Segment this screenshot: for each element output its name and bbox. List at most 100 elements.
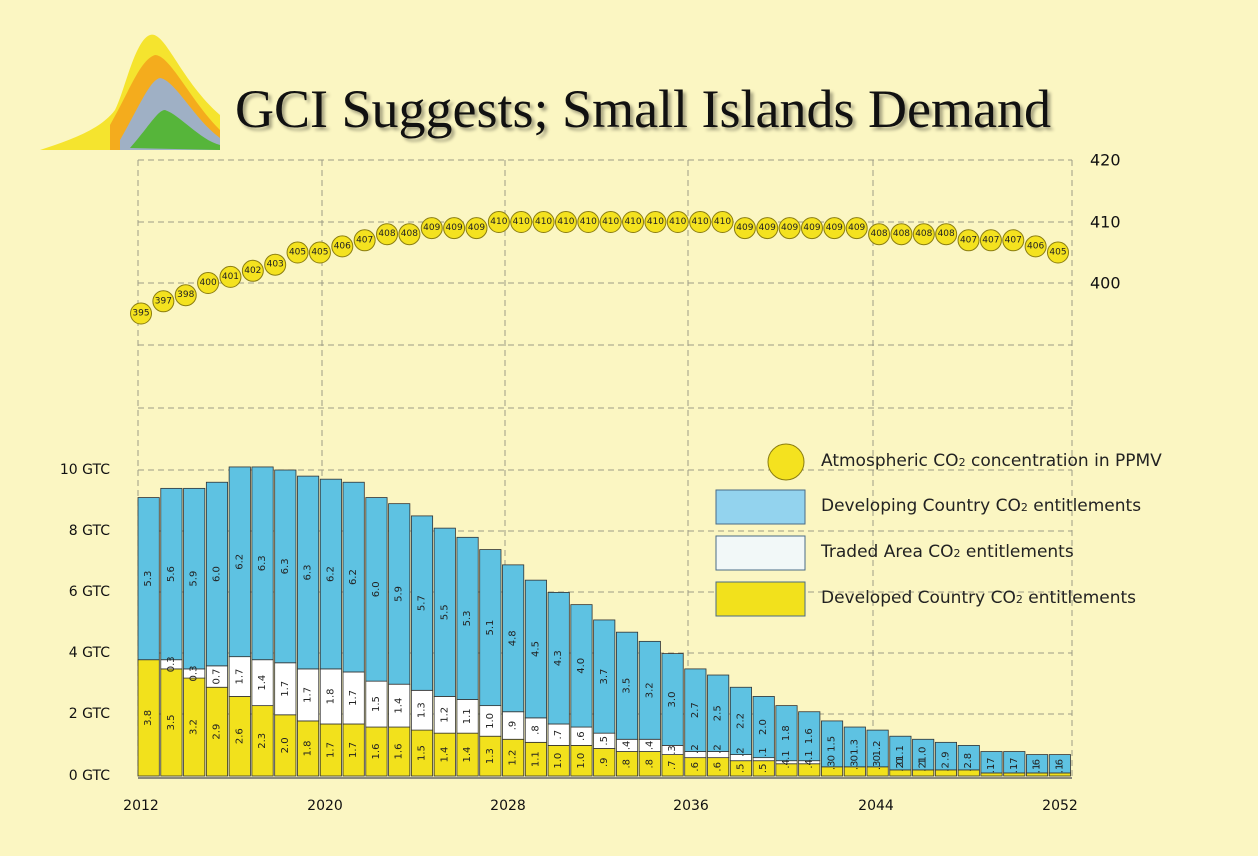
x-tick: 2044 bbox=[858, 798, 894, 814]
co2-label: 408 bbox=[401, 229, 418, 239]
bar-developing bbox=[456, 536, 479, 700]
label-developed: 1.5 bbox=[417, 745, 428, 761]
label-developed: 2.0 bbox=[280, 737, 291, 753]
y-left-tick: 2 GTC bbox=[69, 706, 110, 722]
co2-dot bbox=[800, 217, 823, 240]
label-developed: 1.0 bbox=[576, 753, 587, 769]
label-developed: 1.7 bbox=[325, 742, 336, 758]
x-tick: 2036 bbox=[673, 798, 709, 814]
co2-label: 409 bbox=[423, 223, 440, 233]
co2-dot bbox=[1047, 241, 1069, 264]
label-traded: 1.2 bbox=[439, 707, 450, 723]
label-developing: 6.3 bbox=[303, 565, 314, 581]
label-developed: .7 bbox=[667, 761, 678, 771]
label-traded: 1.7 bbox=[280, 681, 291, 697]
co2-label: 398 bbox=[177, 290, 194, 300]
co2-dot bbox=[778, 217, 801, 240]
label-traded: .2 bbox=[713, 744, 724, 754]
y-right-tick: 410 bbox=[1090, 213, 1121, 232]
co2-label: 400 bbox=[200, 278, 217, 288]
co2-label: 409 bbox=[781, 223, 798, 233]
label-developing: .6 bbox=[1054, 759, 1065, 769]
co2-dot bbox=[398, 223, 421, 246]
label-traded: 0.7 bbox=[211, 669, 222, 685]
label-developing: 1.5 bbox=[827, 736, 838, 752]
co2-dot bbox=[219, 265, 242, 288]
bar-developing bbox=[183, 487, 206, 670]
label-developed: .4 bbox=[781, 759, 792, 769]
label-developed: 1.8 bbox=[303, 741, 314, 757]
label-developing: 5.6 bbox=[166, 566, 177, 582]
co2-dot bbox=[756, 217, 779, 240]
label-developed: .5 bbox=[758, 764, 769, 774]
co2-label: 397 bbox=[155, 296, 172, 306]
bar-developing bbox=[342, 481, 365, 673]
label-developed: 1.4 bbox=[439, 747, 450, 763]
co2-dot bbox=[443, 217, 466, 240]
co2-dot bbox=[152, 290, 175, 313]
co2-dot bbox=[264, 253, 287, 276]
co2-label: 405 bbox=[311, 248, 328, 258]
bar-developing bbox=[205, 481, 229, 667]
curve-logo-icon bbox=[40, 34, 220, 150]
bar-traded bbox=[752, 757, 775, 762]
label-developing: 1.0 bbox=[918, 747, 929, 763]
co2-dot bbox=[823, 217, 846, 240]
co2-label: 409 bbox=[446, 223, 463, 233]
label-traded: .4 bbox=[622, 741, 633, 751]
co2-dot bbox=[353, 229, 376, 252]
legend-label-traded: Traded Area CO2 entitlements bbox=[821, 542, 1074, 562]
label-traded: 1.4 bbox=[394, 698, 405, 714]
label-developed: .2 bbox=[963, 762, 974, 772]
label-traded: 1.5 bbox=[371, 696, 382, 712]
label-developed: .1 bbox=[986, 764, 997, 774]
label-developed: .1 bbox=[1032, 764, 1043, 774]
co2-label: 410 bbox=[647, 217, 664, 227]
bar-developing bbox=[593, 619, 616, 734]
bar-developing bbox=[160, 487, 183, 661]
bar-developing bbox=[752, 696, 775, 759]
label-developed: 1.6 bbox=[394, 744, 405, 760]
label-developing: 3.7 bbox=[599, 669, 610, 685]
label-developing: 6.0 bbox=[211, 566, 222, 582]
co2-label: 410 bbox=[557, 217, 574, 227]
label-developing: 6.3 bbox=[257, 555, 268, 571]
bar-developing bbox=[137, 497, 160, 661]
x-tick: 2028 bbox=[490, 798, 526, 814]
label-developed: 1.0 bbox=[553, 753, 564, 769]
bar-developing bbox=[388, 503, 411, 685]
label-developed: .3 bbox=[849, 761, 860, 771]
y-left-tick: 6 GTC bbox=[69, 584, 110, 600]
legend-co2-swatch bbox=[767, 443, 805, 481]
label-developed: 3.5 bbox=[166, 714, 177, 730]
x-tick: 2012 bbox=[123, 798, 159, 814]
co2-label: 405 bbox=[289, 248, 306, 258]
label-traded: 0.3 bbox=[166, 656, 177, 672]
label-traded: .5 bbox=[599, 736, 610, 746]
co2-dot bbox=[465, 217, 488, 240]
bar-developing bbox=[912, 738, 935, 771]
bar-developing bbox=[1026, 754, 1049, 774]
co2-label: 409 bbox=[736, 223, 753, 233]
label-developed: 3.8 bbox=[143, 710, 154, 726]
co2-label: 407 bbox=[982, 235, 999, 245]
label-developing: 1.1 bbox=[895, 745, 906, 761]
label-developing: 4.5 bbox=[530, 641, 541, 657]
bar-developing bbox=[798, 711, 821, 762]
label-developing: 5.7 bbox=[417, 595, 428, 611]
co2-label: 408 bbox=[938, 229, 955, 239]
bar-developing bbox=[228, 466, 251, 658]
label-traded: .1 bbox=[758, 747, 769, 757]
label-traded: 0 bbox=[895, 758, 906, 764]
label-developing: .9 bbox=[940, 751, 951, 761]
label-developing: .7 bbox=[1009, 757, 1020, 767]
label-developed: .3 bbox=[872, 761, 883, 771]
label-developing: 6.3 bbox=[280, 558, 291, 574]
co2-label: 409 bbox=[759, 223, 776, 233]
label-developed: .9 bbox=[599, 757, 610, 767]
label-traded: .1 bbox=[804, 750, 815, 760]
label-developed: .8 bbox=[622, 759, 633, 769]
y-left-tick: 8 GTC bbox=[69, 523, 110, 539]
label-developing: 4.8 bbox=[508, 630, 519, 646]
label-traded: .6 bbox=[576, 731, 587, 741]
